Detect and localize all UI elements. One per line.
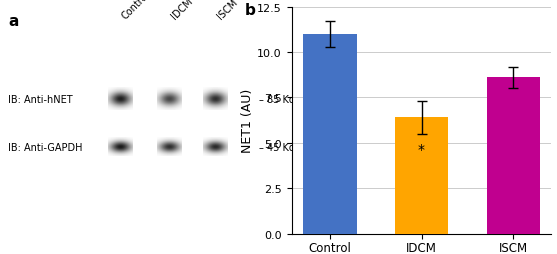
- Text: b: b: [245, 3, 256, 18]
- Text: Control: Control: [120, 0, 152, 21]
- Text: IB: Anti-GAPDH: IB: Anti-GAPDH: [8, 143, 83, 153]
- Text: IDCM: IDCM: [169, 0, 194, 21]
- Text: IB: Anti-hNET: IB: Anti-hNET: [8, 94, 73, 104]
- Bar: [395, 118, 448, 234]
- Y-axis label: NET1 (AU): NET1 (AU): [241, 89, 255, 153]
- Bar: [304, 35, 356, 234]
- Text: *: *: [418, 142, 425, 156]
- Text: – 85 Kda: – 85 Kda: [259, 94, 301, 104]
- Text: – 45 Kda: – 45 Kda: [259, 143, 301, 153]
- Text: ISCM: ISCM: [216, 0, 240, 21]
- Bar: [486, 78, 540, 234]
- Text: a: a: [8, 14, 19, 29]
